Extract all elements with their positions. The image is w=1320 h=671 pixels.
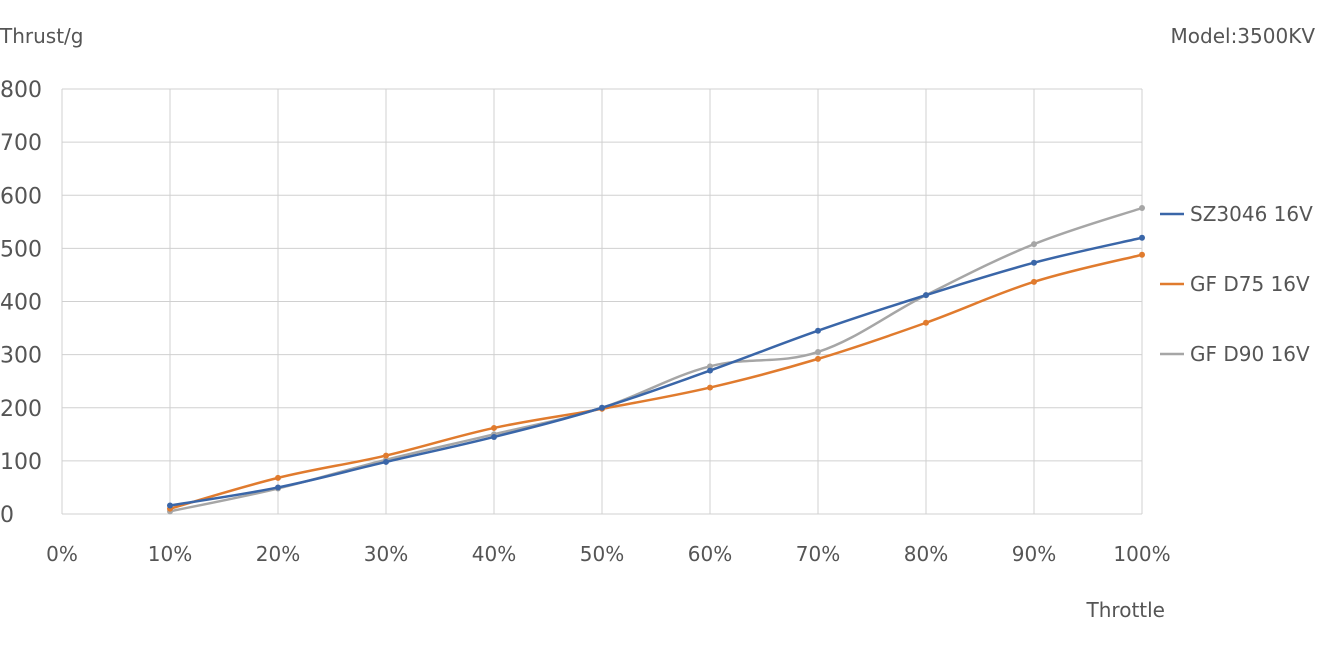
data-point <box>1031 278 1037 285</box>
data-point <box>275 484 281 491</box>
data-point <box>707 363 713 370</box>
y-tick-label: 400 <box>0 291 42 316</box>
data-point <box>491 433 497 440</box>
x-tick-label: 0% <box>46 542 78 566</box>
legend-label: GF D75 16V <box>1190 272 1310 296</box>
y-tick-label: 700 <box>0 131 42 156</box>
series-3 <box>167 205 1145 515</box>
x-tick-label: 10% <box>148 542 192 566</box>
legend: SZ3046 16V GF D75 16V GF D90 16V <box>1160 202 1313 366</box>
data-point <box>707 367 713 374</box>
data-point <box>491 424 497 431</box>
data-point <box>275 474 281 481</box>
legend-item: GF D90 16V <box>1160 342 1310 366</box>
data-point <box>1031 241 1037 248</box>
legend-item: GF D75 16V <box>1160 272 1310 296</box>
series-2 <box>167 251 1145 512</box>
series-line <box>168 236 1144 507</box>
data-point <box>923 319 929 326</box>
data-point <box>1139 234 1145 241</box>
x-tick-label: 80% <box>904 542 948 566</box>
data-point <box>383 452 389 459</box>
series-layer <box>167 205 1145 515</box>
y-tick-label: 0 <box>0 503 14 528</box>
x-tick-label: 90% <box>1012 542 1056 566</box>
x-axis-title: Throttle <box>1086 598 1165 622</box>
labels-layer: Thrust/g Model:3500KV Throttle 0 100 200 30… <box>0 24 1315 622</box>
y-tick-label: 800 <box>0 78 42 103</box>
x-tick-label: 40% <box>472 542 516 566</box>
data-point <box>1139 205 1145 211</box>
data-point <box>167 502 173 509</box>
data-point <box>1031 259 1037 266</box>
y-tick-label: 500 <box>0 237 42 262</box>
legend-label: GF D90 16V <box>1190 342 1310 366</box>
x-tick-label: 60% <box>688 542 732 566</box>
y-tick-label: 300 <box>0 344 42 369</box>
data-point <box>815 327 821 334</box>
x-tick-label: 70% <box>796 542 840 566</box>
data-point <box>707 384 713 391</box>
y-tick-label: 200 <box>0 397 42 422</box>
grid-layer <box>61 88 1143 515</box>
model-label: Model:3500KV <box>1171 24 1316 48</box>
data-point <box>383 458 389 465</box>
y-tick-label: 600 <box>0 184 42 209</box>
series-line <box>168 206 1144 513</box>
legend-label: SZ3046 16V <box>1190 202 1313 226</box>
data-point <box>599 404 605 411</box>
x-tick-label: 100% <box>1113 542 1170 566</box>
data-point <box>1139 251 1145 258</box>
x-tick-label: 50% <box>580 542 624 566</box>
y-axis-title: Thrust/g <box>0 24 84 48</box>
x-tick-label: 20% <box>256 542 300 566</box>
series-1 <box>167 234 1145 509</box>
legend-item: SZ3046 16V <box>1160 202 1313 226</box>
x-tick-label: 30% <box>364 542 408 566</box>
y-tick-label: 100 <box>0 450 42 475</box>
data-point <box>923 292 929 299</box>
data-point <box>815 348 821 355</box>
series-line <box>168 253 1144 510</box>
data-point <box>815 355 821 362</box>
